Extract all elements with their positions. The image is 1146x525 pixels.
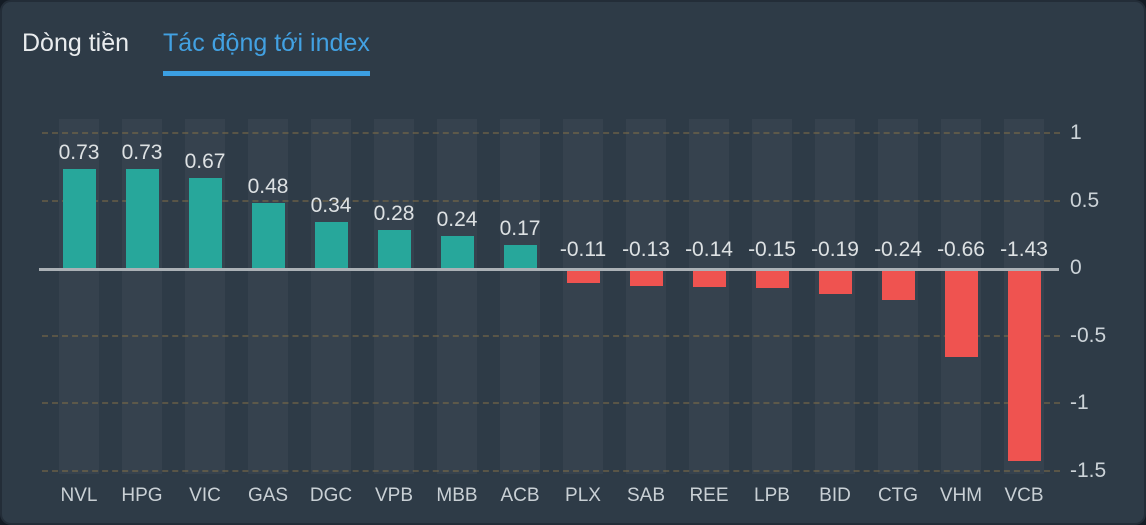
value-label-plx: -0.11 <box>559 238 607 261</box>
value-label-acb: 0.17 <box>499 217 541 241</box>
y-tick-0.5: 0.5 <box>1070 188 1100 212</box>
category-label-acb: ACB <box>500 485 540 506</box>
category-label-gas: GAS <box>247 485 289 506</box>
y-tick--1.5: -1.5 <box>1070 458 1107 482</box>
column-band-acb <box>500 119 540 474</box>
category-label-dgc: DGC <box>309 485 353 506</box>
tab-bar: Dòng tiền Tác động tới index <box>22 28 370 76</box>
column-band-ree <box>689 119 729 474</box>
bar-ree[interactable] <box>692 271 726 287</box>
category-label-vpb: VPB <box>374 485 414 506</box>
bar-vhm[interactable] <box>944 271 978 358</box>
gridline--0.5 <box>42 334 1060 337</box>
value-label-vic: 0.67 <box>184 149 226 173</box>
category-label-sab: SAB <box>626 485 666 506</box>
category-label-lpb: LPB <box>754 485 790 506</box>
category-label-nvl: NVL <box>60 485 98 506</box>
y-tick--0.5: -0.5 <box>1070 323 1107 347</box>
bar-plx[interactable] <box>566 271 600 283</box>
column-band-plx <box>563 119 603 474</box>
category-label-hpg: HPG <box>121 485 163 506</box>
value-label-gas: 0.48 <box>247 175 289 199</box>
category-label-bid: BID <box>819 485 851 506</box>
category-label-vhm: VHM <box>939 485 983 506</box>
tab-tac-dong-toi-index[interactable]: Tác động tới index <box>163 28 370 76</box>
tab-dong-tien[interactable]: Dòng tiền <box>22 29 130 57</box>
value-label-lpb: -0.15 <box>748 238 796 261</box>
value-label-bid: -0.19 <box>811 238 859 261</box>
column-band-vpb <box>374 119 414 474</box>
value-label-hpg: 0.73 <box>121 141 163 165</box>
gridline--1.5 <box>42 469 1060 472</box>
value-label-dgc: 0.34 <box>310 194 352 218</box>
column-band-bid <box>815 119 855 474</box>
bar-dgc[interactable] <box>314 222 348 268</box>
bar-acb[interactable] <box>503 245 537 268</box>
value-label-vhm: -0.66 <box>937 238 985 261</box>
category-label-vcb: VCB <box>1004 485 1044 506</box>
column-band-sab <box>626 119 666 474</box>
bar-sab[interactable] <box>629 271 663 286</box>
bar-vpb[interactable] <box>377 230 411 268</box>
value-label-mbb: 0.24 <box>436 207 478 231</box>
column-band-mbb <box>437 119 477 474</box>
bar-gas[interactable] <box>251 203 285 268</box>
value-label-ree: -0.14 <box>685 238 733 261</box>
category-label-plx: PLX <box>565 485 601 506</box>
zero-axis-line <box>39 268 1059 271</box>
bar-mbb[interactable] <box>440 235 474 268</box>
y-tick--1: -1 <box>1070 391 1089 414</box>
column-band-gas <box>248 119 288 474</box>
bar-ctg[interactable] <box>881 271 915 301</box>
value-label-nvl: 0.73 <box>58 141 100 165</box>
category-label-ctg: CTG <box>877 485 919 506</box>
bar-lpb[interactable] <box>755 271 789 289</box>
category-label-ree: REE <box>689 485 729 506</box>
bar-vcb[interactable] <box>1007 271 1041 462</box>
column-band-dgc <box>311 119 351 474</box>
value-label-ctg: -0.24 <box>874 238 922 261</box>
bar-hpg[interactable] <box>125 169 159 268</box>
category-label-vic: VIC <box>189 485 221 506</box>
gridline-1 <box>42 132 1060 134</box>
category-label-mbb: MBB <box>436 485 478 506</box>
bar-bid[interactable] <box>818 271 852 294</box>
value-label-vpb: 0.28 <box>373 202 415 226</box>
gridline-0.5 <box>42 199 1060 202</box>
y-tick-1: 1 <box>1070 121 1082 144</box>
column-band-lpb <box>752 119 792 474</box>
value-label-vcb: -1.43 <box>1000 238 1048 261</box>
gridline--1 <box>42 402 1060 404</box>
bar-nvl[interactable] <box>62 169 96 268</box>
y-tick-0: 0 <box>1070 256 1082 279</box>
bar-vic[interactable] <box>188 177 222 268</box>
value-label-sab: -0.13 <box>622 238 670 261</box>
